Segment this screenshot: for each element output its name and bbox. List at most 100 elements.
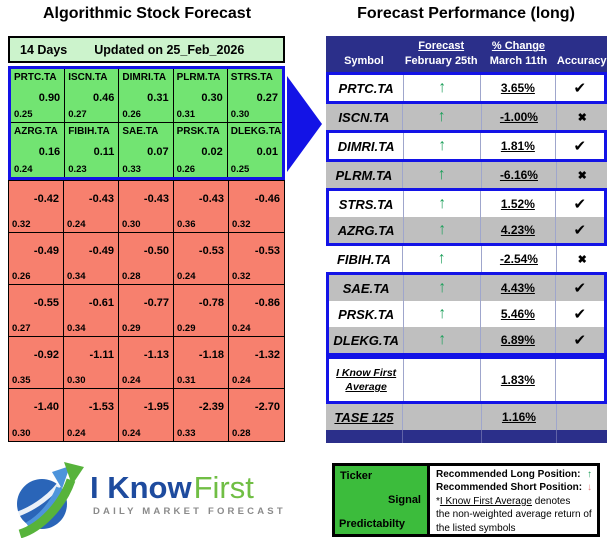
change-value: 6.89% — [500, 333, 535, 347]
signal-value: -0.86 — [254, 297, 280, 309]
header-change-label: % Change — [491, 40, 546, 53]
predictability-value: 0.27 — [12, 323, 31, 334]
performance-row: AZRG.TA ↑ 4.23% ✔ — [329, 217, 604, 243]
down-arrow-icon: ↓ — [587, 481, 592, 493]
symbol-cell: DIMRI.TA — [329, 133, 403, 159]
right-arrow-icon — [287, 76, 322, 172]
highlight-group: DIMRI.TA ↑ 1.81% ✔ — [326, 130, 607, 162]
predictability-value: 0.31 — [176, 109, 196, 120]
ticker-label: PLRM.TA — [176, 72, 221, 83]
forecast-cell: -0.61 0.34 — [64, 285, 119, 337]
check-mark-icon: ✔ — [573, 196, 587, 213]
highlight-group: I Know First Average 1.83% — [326, 356, 607, 404]
signal-value: 0.01 — [256, 146, 278, 158]
iknowfirst-logo: I KnowFirst DAILY MARKET FORECAST — [12, 458, 302, 542]
forecast-signal-cell: ↑ — [401, 162, 481, 188]
forecast-cell: PRSK.TA 0.02 0.26 — [173, 123, 228, 177]
symbol-text: FIBIH.TA — [336, 251, 391, 267]
change-value: 1.16% — [501, 410, 536, 424]
symbol-text: PLRM.TA — [335, 167, 393, 183]
signal-value: 0.02 — [201, 146, 223, 158]
legend-box: Ticker Signal Predictabilty Recommended … — [332, 463, 600, 537]
forecast-cell: -2.70 0.28 — [229, 389, 284, 441]
signal-value: -0.49 — [88, 245, 114, 257]
signal-value: -1.40 — [33, 401, 59, 413]
change-value: 5.46% — [500, 307, 535, 321]
accuracy-cell: ✖ — [556, 104, 607, 130]
change-value: 1.52% — [500, 197, 535, 211]
change-value: 4.43% — [500, 281, 535, 295]
symbol-text: SAE.TA — [342, 280, 390, 296]
accuracy-cell: ✔ — [554, 301, 605, 327]
up-arrow-icon: ↑ — [438, 331, 447, 348]
change-value: 3.65% — [500, 81, 535, 95]
ticker-label: FIBIH.TA — [68, 126, 110, 137]
forecast-cell: -0.53 0.24 — [174, 233, 229, 285]
change-cell: -2.54% — [480, 246, 557, 272]
highlight-group: SAE.TA ↑ 4.43% ✔ PRSK.TA ↑ 5.46% ✔ DLEKG.TA ↑ 6.89… — [326, 272, 607, 356]
up-arrow-icon: ↑ — [438, 279, 447, 296]
predictability-value: 0.34 — [67, 323, 86, 334]
forecast-cell: -1.11 0.30 — [64, 337, 119, 389]
symbol-text: AZRG.TA — [337, 222, 395, 238]
forecast-signal-cell: ↑ — [403, 75, 480, 101]
change-value: 1.83% — [500, 373, 535, 387]
predictability-value: 0.24 — [67, 428, 86, 439]
highlight-group: STRS.TA ↑ 1.52% ✔ AZRG.TA ↑ 4.23% ✔ — [326, 188, 607, 246]
performance-table: Symbol Forecast February 25th % Change M… — [326, 36, 607, 443]
forecast-cell: -0.53 0.32 — [229, 233, 284, 285]
signal-value: 0.31 — [147, 92, 169, 104]
up-arrow-icon: ↑ — [438, 79, 447, 96]
forecast-cell: -0.50 0.28 — [119, 233, 174, 285]
predictability-value: 0.32 — [12, 219, 31, 230]
signal-value: 0.30 — [201, 92, 223, 104]
legend-short-position: Recommended Short Position: ↓ — [436, 482, 592, 495]
signal-value: -1.13 — [143, 349, 169, 361]
signal-value: -0.43 — [198, 193, 224, 205]
signal-value: -1.18 — [198, 349, 224, 361]
signal-value: 0.90 — [38, 92, 61, 104]
signal-value: -0.53 — [198, 245, 224, 257]
change-value: -2.54% — [499, 252, 538, 266]
x-mark-icon: ✖ — [577, 253, 587, 266]
forecast-period: 14 Days — [20, 42, 68, 57]
signal-value: -1.53 — [88, 401, 114, 413]
forecast-updated-date: Updated on 25_Feb_2026 — [94, 42, 245, 57]
forecast-signal-cell — [403, 359, 480, 401]
change-cell: -1.00% — [480, 104, 557, 130]
legend-long-position: Recommended Long Position: ↑ — [436, 469, 592, 482]
forecast-cell: -0.86 0.24 — [229, 285, 284, 337]
forecast-row: PRTC.TA 0.90 0.25 ISCN.TA 0.46 0.27 DIMRI.TA 0.… — [11, 69, 282, 123]
legend-signal-label: Signal — [387, 494, 421, 506]
symbol-text: STRS.TA — [338, 196, 394, 212]
change-cell: 3.65% — [480, 75, 554, 101]
symbol-cell: SAE.TA — [329, 275, 403, 301]
change-cell: 1.16% — [480, 404, 557, 430]
performance-table-header: Symbol Forecast February 25th % Change M… — [326, 36, 607, 72]
predictability-value: 0.34 — [67, 271, 86, 282]
performance-row: DIMRI.TA ↑ 1.81% ✔ — [329, 133, 604, 159]
predictability-value: 0.30 — [67, 375, 86, 386]
forecast-row: -0.55 0.27 -0.61 0.34 -0.77 0.29 -0.78 0.29 -0.8… — [9, 285, 284, 337]
change-cell: 6.89% — [480, 327, 554, 353]
ticker-label: SAE.TA — [122, 126, 159, 137]
up-arrow-icon: ↑ — [438, 305, 447, 322]
up-arrow-icon: ↑ — [437, 108, 446, 125]
forecast-signal-cell: ↑ — [403, 327, 480, 353]
predictability-value: 0.24 — [232, 375, 251, 386]
forecast-signal-cell: ↑ — [403, 133, 480, 159]
signal-value: -2.39 — [198, 401, 224, 413]
legend-note-rest: denotes — [532, 495, 571, 507]
forecast-cell: -0.46 0.32 — [229, 181, 284, 233]
legend-short-label: Recommended Short Position: — [436, 481, 583, 493]
predictability-value: 0.24 — [67, 219, 86, 230]
legend-predictability-label: Predictabilty — [339, 518, 406, 530]
forecast-cell: DIMRI.TA 0.31 0.26 — [119, 69, 174, 123]
forecast-cell: -0.42 0.32 — [9, 181, 64, 233]
symbol-cell: STRS.TA — [329, 191, 403, 217]
symbol-cell: I Know First Average — [329, 359, 403, 401]
header-symbol-label: Symbol — [344, 54, 384, 67]
accuracy-cell — [554, 359, 605, 401]
signal-value: 0.46 — [92, 92, 115, 104]
